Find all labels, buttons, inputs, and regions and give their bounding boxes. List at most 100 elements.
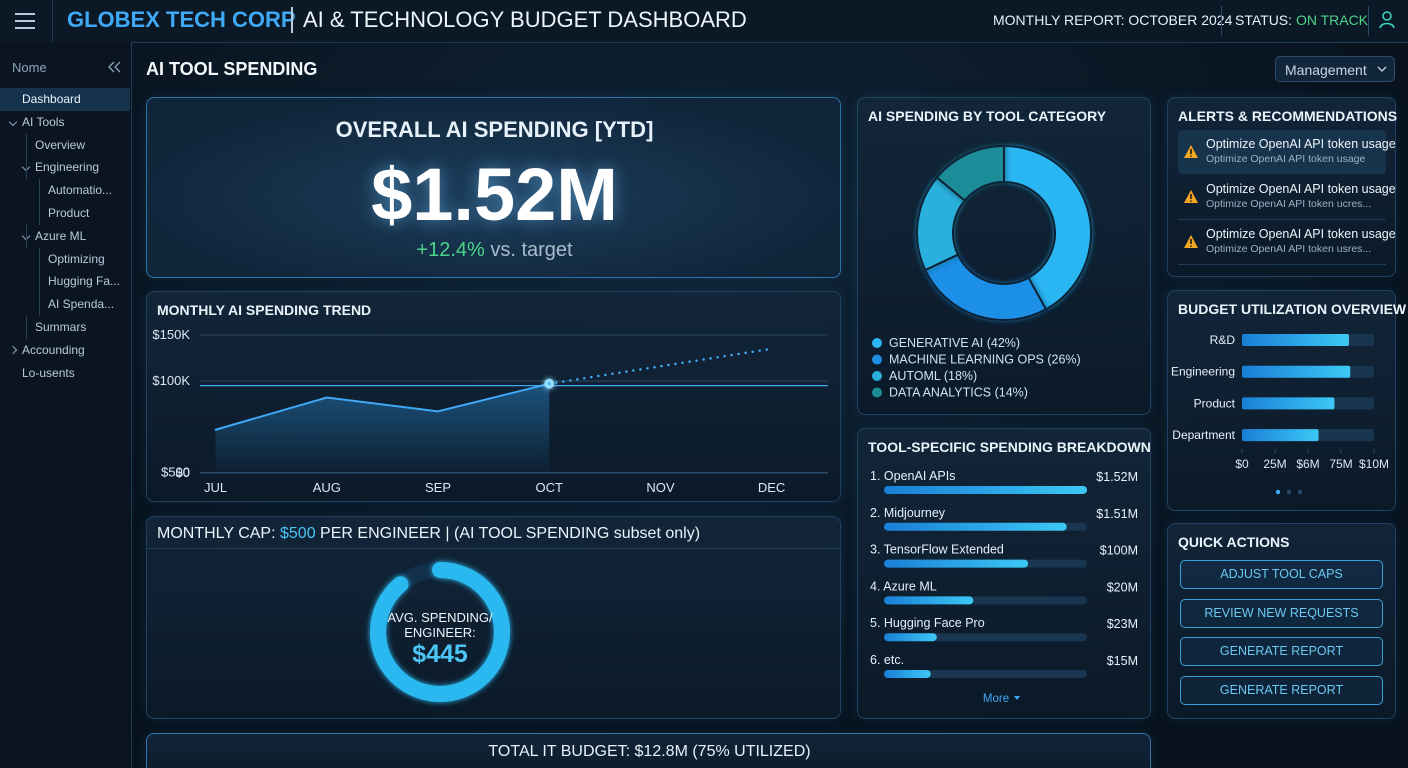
menu-item[interactable]: Optimizing	[0, 247, 130, 271]
menu-item[interactable]: Accounding	[0, 339, 130, 362]
menu-item[interactable]: AI Spenda...	[0, 293, 130, 316]
menu-item[interactable]: Azure ML	[0, 224, 130, 248]
user-icon[interactable]	[1378, 10, 1396, 30]
menu-label: Dashboard	[22, 92, 81, 106]
menu-label: AI Spenda...	[48, 297, 115, 312]
menu-label: Overview	[35, 137, 86, 152]
header: GLOBEX TECH CORP AI & TECHNOLOGY BUDGET …	[0, 0, 1408, 43]
trend-panel: MONTHLY AI SPENDING TREND	[146, 291, 841, 502]
kpi-title: OVERALL AI SPENDING [YTD]	[335, 117, 654, 142]
alert-detail: Optimize OpenAI API token usage	[1206, 153, 1366, 165]
action-button[interactable]: GENERATE REPORT	[1180, 637, 1383, 666]
alert-item[interactable]: Optimize OpenAI API token usage Optimize …	[1178, 175, 1396, 220]
page-title: AI TOOL SPENDING	[146, 59, 318, 79]
alert-title: Optimize OpenAI API token usage	[1206, 182, 1396, 196]
menu-label: Product	[48, 205, 90, 220]
alert-item[interactable]: Optimize OpenAI API token usage Optimize …	[1178, 220, 1396, 265]
warning-icon	[1184, 235, 1198, 248]
menu-item[interactable]: Dashboard	[0, 88, 130, 111]
menu-item[interactable]: Hugging Fa...	[0, 270, 130, 294]
tree-line	[26, 156, 27, 180]
menu-item[interactable]: AI Tools	[0, 111, 130, 134]
title-prefix: MONTHLY CAP:	[157, 525, 276, 542]
alert-detail: Optimize OpenAI API token ucres...	[1206, 198, 1372, 210]
panel-title: QUICK ACTIONS	[1178, 534, 1290, 550]
dropdown-arrow	[1377, 66, 1387, 72]
alerts-panel: ALERTS & RECOMMENDATIONS Optimize OpenAI…	[1167, 97, 1398, 277]
menu-label: Engineering	[35, 160, 100, 175]
kpi-value: $1.52M	[371, 153, 618, 236]
menu-item[interactable]: Summars	[0, 315, 130, 339]
panel-title: ALERTS & RECOMMENDATIONS	[1178, 108, 1398, 124]
warning-icon	[1184, 190, 1198, 203]
report-label: MONTHLY REPORT: OCTOBER 2024	[993, 12, 1233, 28]
menu-label: Optimizing	[48, 251, 105, 266]
sidebar-title: Nome	[12, 60, 47, 75]
donut-panel: AI SPENDING BY TOOL CATEGORY	[857, 97, 1151, 415]
action-button[interactable]: ADJUST TOOL CAPS	[1180, 560, 1383, 589]
kpi-change-value: +12.4%	[416, 239, 485, 261]
divider	[147, 548, 840, 549]
breakdown-panel: TOOL-SPECIFIC SPENDING BREAKDOWN	[857, 428, 1151, 719]
alert-title: Optimize OpenAI API token usage	[1206, 227, 1396, 241]
menu-icon[interactable]	[14, 11, 36, 31]
menu-label: Hugging Fa...	[48, 274, 121, 289]
tree-line	[26, 224, 27, 248]
action-button[interactable]: REVIEW NEW REQUESTS	[1180, 598, 1383, 628]
menu-label: Azure ML	[35, 228, 87, 243]
sidebar-menu: Dashboard AI Tools Overview Engineering Auto…	[0, 88, 130, 384]
cap-panel: MONTHLY CAP: $500 PER ENGINEER | (AI TOO…	[146, 516, 841, 719]
tree-line	[39, 270, 40, 294]
chevron	[8, 345, 18, 355]
tree-line	[39, 201, 40, 225]
menu-item[interactable]: Product	[0, 201, 130, 225]
panel-title: TOOL-SPECIFIC SPENDING BREAKDOWN	[868, 439, 1151, 455]
panel-title: MONTHLY AI SPENDING TREND	[157, 302, 372, 318]
action-button[interactable]: GENERATE REPORT	[1180, 675, 1383, 705]
cap-value: $500	[280, 525, 316, 542]
collapse-icon[interactable]	[108, 61, 122, 73]
kpi-change: +12.4% vs. target	[147, 239, 842, 262]
tree-line	[26, 315, 27, 339]
menu-item[interactable]: Overview	[0, 133, 130, 157]
panel-title: MONTHLY CAP: $500 PER ENGINEER | (AI TOO…	[157, 525, 700, 543]
warning-icon	[1184, 145, 1198, 158]
dashboard-title: AI & TECHNOLOGY BUDGET DASHBOARD	[291, 7, 747, 33]
chevron	[8, 117, 18, 127]
menu-label: Summars	[35, 319, 87, 334]
menu-label: Accounding	[22, 342, 85, 357]
status-label: STATUS:	[1235, 12, 1293, 28]
menu-label: Lo-usents	[22, 365, 75, 380]
alert-detail: Optimize OpenAI API token usres...	[1206, 243, 1372, 255]
alert-title: Optimize OpenAI API token usage	[1206, 137, 1396, 151]
panel-title: AI SPENDING BY TOOL CATEGORY	[868, 108, 1107, 124]
menu-item[interactable]: Automatio...	[0, 179, 130, 202]
menu-label: AI Tools	[22, 114, 65, 129]
menu-item[interactable]: Engineering	[0, 156, 130, 180]
divider	[1368, 6, 1369, 36]
divider	[52, 0, 53, 42]
tree-line	[26, 133, 27, 157]
filter-label: Management	[1285, 62, 1367, 78]
tree-line	[39, 179, 40, 202]
budget-panel: BUDGET UTILIZATION OVERVIEW	[1167, 290, 1406, 511]
kpi-change-suffix: vs. target	[490, 239, 573, 261]
kpi-panel: OVERALL AI SPENDING [YTD] $1.52M +12.4% …	[146, 97, 841, 278]
alert-item[interactable]: Optimize OpenAI API token usage Optimize …	[1178, 130, 1396, 174]
status-value: ON TRACK	[1295, 12, 1369, 28]
menu-item[interactable]: Lo-usents	[0, 362, 130, 385]
company-title: GLOBEX TECH CORP	[67, 7, 296, 32]
tree-line	[39, 247, 40, 271]
sidebar: Nome Dashboard AI Tools Overview Engineerin…	[0, 42, 132, 768]
status: STATUS: ON TRACK	[1235, 12, 1368, 28]
panel-title: BUDGET UTILIZATION OVERVIEW	[1178, 301, 1407, 317]
divider	[1221, 6, 1222, 36]
footer-text: TOTAL IT BUDGET: $12.8M (75% UTILIZED)	[488, 743, 811, 760]
filter-dropdown[interactable]: Management	[1275, 56, 1395, 82]
title-suffix: PER ENGINEER | (AI TOOL SPENDING subset …	[320, 525, 701, 542]
actions-panel: QUICK ACTIONS ADJUST TOOL CAPS REVIEW NEW…	[1167, 523, 1396, 719]
tree-line	[39, 293, 40, 316]
menu-label: Automatio...	[48, 183, 113, 198]
footer-panel: TOTAL IT BUDGET: $12.8M (75% UTILIZED)	[146, 733, 1151, 768]
